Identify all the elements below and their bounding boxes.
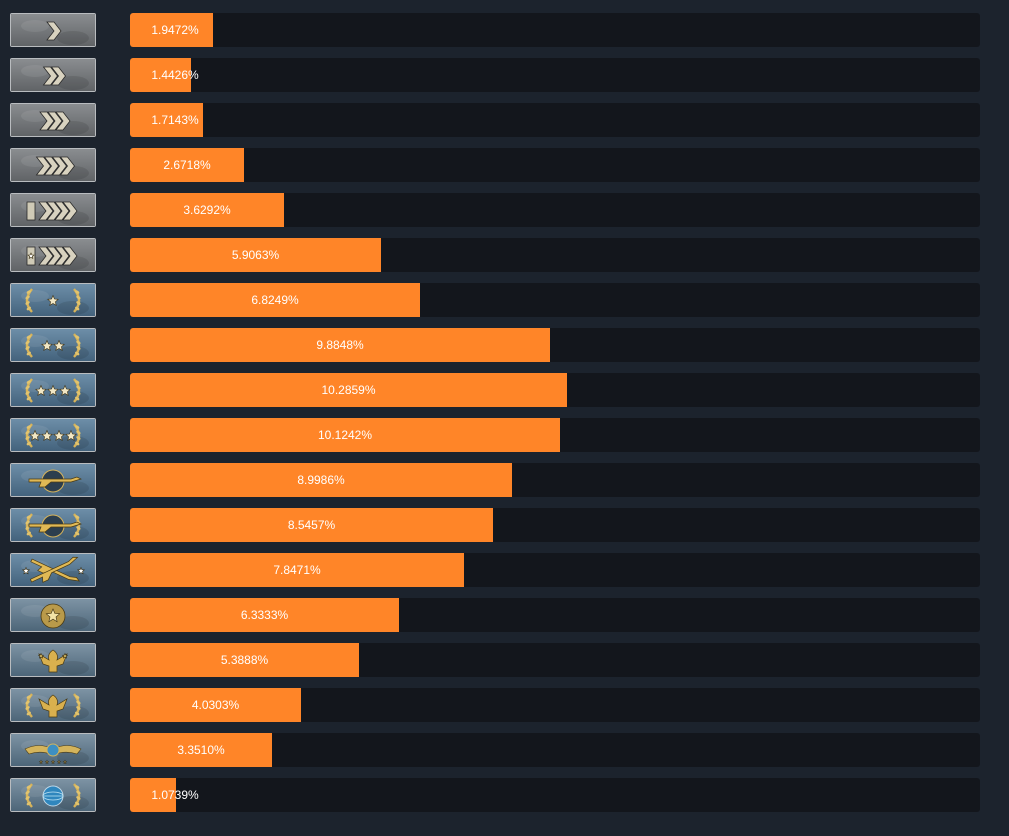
bar-track: 1.7143% — [130, 103, 980, 137]
rank-row: 8.9986% — [0, 463, 1009, 499]
bar-track: 1.9472% — [130, 13, 980, 47]
bar-track: 5.3888% — [130, 643, 980, 677]
rank-row: 1.9472% — [0, 13, 1009, 49]
data-label: 8.9986% — [297, 473, 345, 487]
bar — [130, 238, 381, 272]
data-label: 3.3510% — [177, 743, 225, 757]
bar-track: 3.3510% — [130, 733, 980, 767]
silver-elite-icon — [10, 193, 96, 227]
supreme-master-first-class-icon — [10, 733, 96, 767]
bar — [130, 733, 272, 767]
bar — [130, 643, 359, 677]
bar — [130, 373, 567, 407]
data-label: 4.0303% — [191, 698, 240, 712]
data-label: 5.9063% — [231, 248, 280, 262]
bar — [130, 103, 203, 137]
distinguished-master-guardian-icon — [10, 598, 96, 632]
rank-row: 1.7143% — [0, 103, 1009, 139]
bar — [130, 13, 213, 47]
data-label: 1.4426% — [151, 68, 199, 82]
rank-row: 5.3888% — [0, 643, 1009, 679]
global-elite-icon — [10, 778, 96, 812]
bar-track: 8.5457% — [130, 508, 980, 542]
rank-row: 2.6718% — [0, 148, 1009, 184]
data-label: 6.3333% — [240, 608, 289, 622]
data-label: 5.3888% — [220, 653, 269, 667]
bar — [130, 598, 399, 632]
data-label: 6.8249% — [251, 293, 299, 307]
bar — [130, 463, 512, 497]
data-label: 9.8848% — [316, 338, 364, 352]
data-label: 3.6292% — [183, 203, 231, 217]
data-label: 2.6718% — [163, 158, 211, 172]
silver-3-icon — [10, 103, 96, 137]
data-label: 10.1242% — [317, 428, 373, 442]
rank-row: 9.8848% — [0, 328, 1009, 364]
rank-row: 8.5457% — [0, 508, 1009, 544]
data-label: 1.0739% — [151, 788, 199, 802]
master-guardian-elite-icon — [10, 553, 96, 587]
bar-track: 10.1242% — [130, 418, 980, 452]
bar — [130, 553, 464, 587]
rank-row: 3.6292% — [0, 193, 1009, 229]
rank-row: 6.3333% — [0, 598, 1009, 634]
bar-track: 9.8848% — [130, 328, 980, 362]
gold-nova-2-icon — [10, 328, 96, 362]
rank-row: 6.8249% — [0, 283, 1009, 319]
rank-row: 10.2859% — [0, 373, 1009, 409]
bar-track: 5.9063% — [130, 238, 980, 272]
bar-track: 10.2859% — [130, 373, 980, 407]
rank-row: 3.3510% — [0, 733, 1009, 769]
bar — [130, 508, 493, 542]
rank-row: 1.4426% — [0, 58, 1009, 94]
rank-row: 5.9063% — [0, 238, 1009, 274]
bar-track: 8.9986% — [130, 463, 980, 497]
silver-1-icon — [10, 13, 96, 47]
bar-track: 4.0303% — [130, 688, 980, 722]
bar — [130, 328, 550, 362]
bar-track: 1.0739% — [130, 778, 980, 812]
data-label: 7.8471% — [273, 563, 321, 577]
bar-track: 7.8471% — [130, 553, 980, 587]
bar — [130, 58, 191, 92]
rank-row: 7.8471% — [0, 553, 1009, 589]
bar — [130, 283, 420, 317]
master-guardian-1-icon — [10, 463, 96, 497]
bar — [130, 778, 176, 812]
legendary-eagle-master-icon — [10, 688, 96, 722]
rank-row: 1.0739% — [0, 778, 1009, 814]
bar — [130, 148, 244, 182]
bar — [130, 688, 301, 722]
bar — [130, 418, 560, 452]
gold-nova-master-icon — [10, 418, 96, 452]
gold-nova-1-icon — [10, 283, 96, 317]
data-label: 8.5457% — [287, 518, 336, 532]
master-guardian-2-icon — [10, 508, 96, 542]
bar-track: 1.4426% — [130, 58, 980, 92]
data-label: 1.9472% — [151, 23, 199, 37]
bar-track: 2.6718% — [130, 148, 980, 182]
bar-track: 6.3333% — [130, 598, 980, 632]
bar — [130, 193, 284, 227]
bar-track: 6.8249% — [130, 283, 980, 317]
gold-nova-3-icon — [10, 373, 96, 407]
silver-4-icon — [10, 148, 96, 182]
data-label: 1.7143% — [151, 113, 199, 127]
legendary-eagle-icon — [10, 643, 96, 677]
data-label: 10.2859% — [321, 383, 376, 397]
rank-row: 10.1242% — [0, 418, 1009, 454]
silver-elite-master-icon — [10, 238, 96, 272]
bar-track: 3.6292% — [130, 193, 980, 227]
rank-row: 4.0303% — [0, 688, 1009, 724]
silver-2-icon — [10, 58, 96, 92]
